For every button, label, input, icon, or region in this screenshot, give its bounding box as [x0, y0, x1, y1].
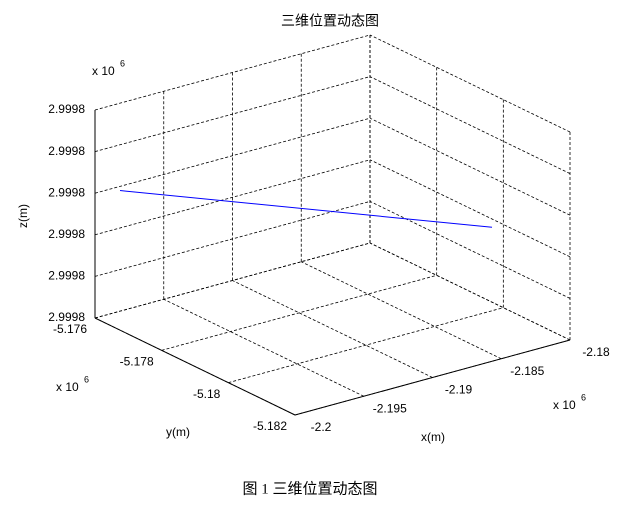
grid-line [369, 117, 571, 216]
z-tick-label: 2.9998 [48, 144, 85, 158]
y-axis-label: y(m) [166, 425, 190, 439]
z-tick-label: 2.9998 [48, 310, 85, 324]
data-line [119, 190, 493, 228]
x-exponent: x 10 6 [553, 392, 586, 412]
exponent-base: x 10 [553, 398, 576, 412]
y-tick-label: -5.178 [120, 355, 154, 369]
grid-line [232, 280, 433, 378]
exponent-power: 6 [581, 392, 586, 402]
grid-line [369, 76, 571, 174]
exponent-base: x 10 [56, 380, 79, 394]
grid-line [94, 34, 371, 111]
exponent-power: 6 [120, 58, 125, 68]
grid-line [163, 298, 364, 397]
exponent-base: x 10 [92, 64, 115, 78]
grid-line [369, 242, 571, 341]
y-exponent: x 10 6 [56, 374, 89, 394]
grid-line [369, 159, 571, 258]
grid-line [161, 274, 437, 351]
z-exponent: x 10 6 [92, 58, 125, 78]
grid-line [301, 261, 502, 360]
grid-line [94, 159, 371, 236]
grid-line [369, 201, 571, 299]
exponent-power: 6 [84, 374, 89, 384]
z-axis-label: z(m) [16, 204, 30, 228]
grid-line [94, 242, 371, 319]
y-tick-label: -5.182 [253, 419, 287, 433]
x-tick-label: -2.19 [445, 383, 473, 397]
y-tick-label: -5.18 [193, 387, 221, 401]
z-tick-label: 2.9998 [48, 227, 85, 241]
grid-line [94, 76, 371, 152]
grid-line [228, 307, 504, 384]
grid-line [369, 34, 571, 133]
grid-line [94, 201, 371, 277]
chart-title: 三维位置动态图 [281, 13, 379, 29]
z-tick-label: 2.9998 [48, 185, 85, 199]
figure-caption: 图 1 三维位置动态图 [242, 480, 377, 497]
z-tick-label: 2.9998 [48, 269, 85, 283]
y-axis [94, 317, 296, 416]
grid-line [94, 117, 371, 194]
y-tick-label: -5.176 [53, 322, 87, 336]
x-axis-label: x(m) [421, 430, 445, 444]
x-tick-label: -2.195 [373, 401, 407, 415]
x-axis [294, 339, 571, 416]
z-tick-label: 2.9998 [48, 102, 85, 116]
x-tick-label: -2.18 [582, 345, 610, 359]
x-tick-label: -2.185 [510, 364, 544, 378]
x-tick-label: -2.2 [311, 420, 332, 434]
